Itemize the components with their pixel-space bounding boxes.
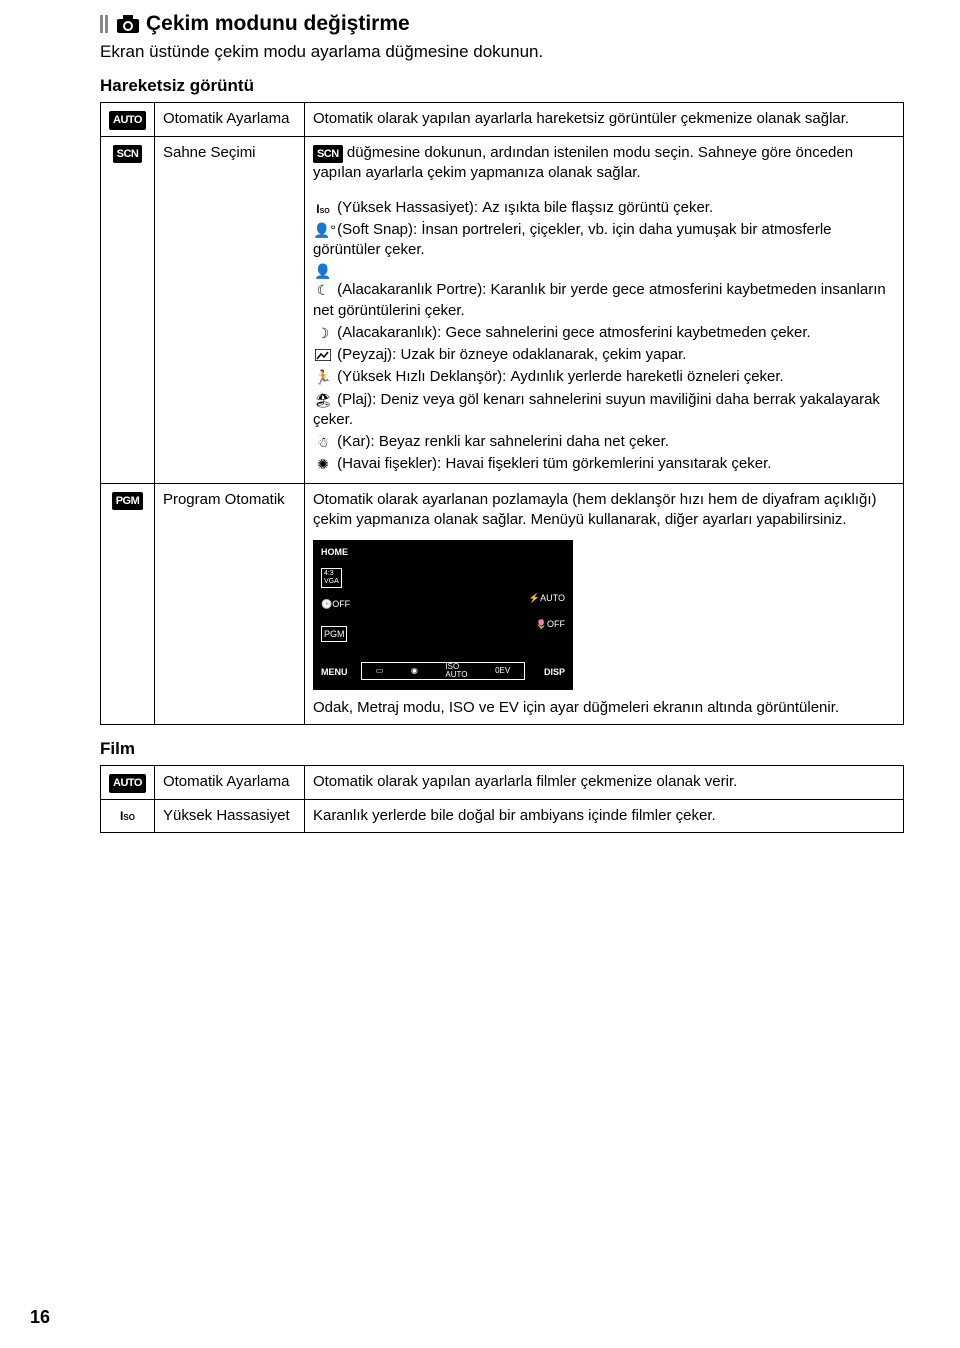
fireworks-icon: ✺ <box>313 455 333 474</box>
still-section-label: Hareketsiz görüntü <box>100 76 904 96</box>
section-title-text: Çekim modunu değiştirme <box>146 12 410 36</box>
table-row: SCN Sahne Seçimi SCN düğmesine dokunun, … <box>101 136 904 483</box>
mode-desc-cell: Otomatik olarak yapılan ayarlarla filmle… <box>304 766 903 800</box>
auto-badge-icon: AUTO <box>109 774 146 793</box>
scene-name: (Soft Snap): <box>333 221 421 238</box>
mode-desc-cell: SCN düğmesine dokunun, ardından istenile… <box>304 136 903 483</box>
mode-name-cell: Otomatik Ayarlama <box>154 766 304 800</box>
mode-desc-cell: Otomatik olarak ayarlanan pozlamayla (he… <box>304 483 903 725</box>
scene-item: 👤☾ (Alacakaranlık Portre): Karanlık bir … <box>313 262 895 320</box>
mode-name-cell: Otomatik Ayarlama <box>154 102 304 136</box>
scene-text: Aydınlık yerlerde hareketli özneleri çek… <box>511 368 784 385</box>
scene-text: Az ışıkta bile flaşsız görüntü çeker. <box>482 199 713 216</box>
runner-icon: 🏃 <box>313 368 333 387</box>
scene-item: ISO (Yüksek Hassasiyet): Az ışıkta bile … <box>313 198 895 218</box>
table-row: AUTO Otomatik Ayarlama Otomatik olarak y… <box>101 766 904 800</box>
mode-icon-cell: ISO <box>101 800 155 833</box>
mode-icon-cell: AUTO <box>101 766 155 800</box>
scene-text: Havai fişekleri tüm görkemlerini yansıta… <box>446 455 772 472</box>
lcd-ev-label: 0EV <box>495 666 510 677</box>
softsnap-icon: 👤° <box>313 221 333 240</box>
scene-text: Uzak bir özneye odaklanarak, çekim yapar… <box>400 346 686 363</box>
twilight-portrait-icon: 👤☾ <box>313 262 333 300</box>
scn-intro: SCN düğmesine dokunun, ardından istenile… <box>313 143 895 184</box>
pgm-caption: Odak, Metraj modu, ISO ve EV için ayar d… <box>313 698 895 718</box>
table-row: ISO Yüksek Hassasiyet Karanlık yerlerde … <box>101 800 904 833</box>
mode-name-cell: Yüksek Hassasiyet <box>154 800 304 833</box>
scene-name: (Alacakaranlık Portre): <box>333 281 491 298</box>
table-row: AUTO Otomatik Ayarlama Otomatik olarak y… <box>101 102 904 136</box>
scene-item: 🏃 (Yüksek Hızlı Deklanşör): Aydınlık yer… <box>313 367 895 387</box>
lcd-flash-auto-icon: ⚡AUTO <box>529 592 565 604</box>
scene-item: ☃ (Kar): Beyaz renkli kar sahnelerini da… <box>313 432 895 452</box>
scene-name: (Yüksek Hızlı Deklanşör): <box>333 368 511 385</box>
lcd-macro-off-icon: 🌷OFF <box>536 618 565 630</box>
scene-name: (Plaj): <box>333 391 381 408</box>
scn-badge-icon: SCN <box>113 145 143 164</box>
mode-desc-cell: Otomatik olarak yapılan ayarlarla hareke… <box>304 102 903 136</box>
pgm-badge-icon: PGM <box>112 492 144 511</box>
title-bars-icon <box>100 15 108 33</box>
pgm-desc: Otomatik olarak ayarlanan pozlamayla (he… <box>313 490 895 531</box>
landscape-icon <box>313 346 333 365</box>
moon-icon: ☽ <box>313 324 333 343</box>
lcd-bottom-bar: ▭ ◉ ISO AUTO 0EV <box>361 662 525 680</box>
scene-name: (Yüksek Hassasiyet): <box>333 199 482 216</box>
scene-name: (Alacakaranlık): <box>333 324 446 341</box>
scn-intro-text: düğmesine dokunun, ardından istenilen mo… <box>313 144 853 182</box>
lcd-meter-icon: ◉ <box>411 666 418 677</box>
page-number: 16 <box>30 1307 50 1328</box>
mode-desc-cell: Karanlık yerlerde bile doğal bir ambiyan… <box>304 800 903 833</box>
film-modes-table: AUTO Otomatik Ayarlama Otomatik olarak y… <box>100 765 904 833</box>
lcd-preview: HOME 4:3 VGA 🕒OFF PGM ⚡AUTO 🌷OFF MENU DI… <box>313 540 573 690</box>
mode-icon-cell: SCN <box>101 136 155 483</box>
table-row: PGM Program Otomatik Otomatik olarak aya… <box>101 483 904 725</box>
lcd-focus-icon: ▭ <box>376 666 384 677</box>
mode-icon-cell: PGM <box>101 483 155 725</box>
scene-name: (Peyzaj): <box>333 346 401 363</box>
mode-name-cell: Program Otomatik <box>154 483 304 725</box>
lcd-menu-label: MENU <box>321 666 348 678</box>
lcd-iso-label: ISO AUTO <box>445 663 467 679</box>
mode-name-cell: Sahne Seçimi <box>154 136 304 483</box>
film-section-label: Film <box>100 739 904 759</box>
scene-text: Deniz veya göl kenarı sahnelerini suyun … <box>313 391 880 428</box>
still-modes-table: AUTO Otomatik Ayarlama Otomatik olarak y… <box>100 102 904 726</box>
scene-item: 🏖 (Plaj): Deniz veya göl kenarı sahneler… <box>313 390 895 431</box>
camera-icon <box>116 14 140 34</box>
beach-icon: 🏖 <box>313 391 333 410</box>
iso-icon: ISO <box>120 809 135 823</box>
scene-text: Gece sahnelerini gece atmosferini kaybet… <box>446 324 811 341</box>
lcd-disp-label: DISP <box>544 666 565 678</box>
iso-icon: ISO <box>313 201 333 217</box>
scn-badge-inline-icon: SCN <box>313 145 343 164</box>
section-title: Çekim modunu değiştirme <box>100 12 904 36</box>
lcd-pgm-badge: PGM <box>321 626 348 642</box>
scene-item: ✺ (Havai fişekler): Havai fişekleri tüm … <box>313 454 895 474</box>
scene-item: 👤° (Soft Snap): İnsan portreleri, çiçekl… <box>313 220 895 261</box>
section-subtitle: Ekran üstünde çekim modu ayarlama düğmes… <box>100 40 904 64</box>
auto-badge-icon: AUTO <box>109 111 146 130</box>
scene-name: (Kar): <box>333 433 379 450</box>
snow-icon: ☃ <box>313 433 333 452</box>
scene-item: (Peyzaj): Uzak bir özneye odaklanarak, ç… <box>313 345 895 365</box>
scene-text: Beyaz renkli kar sahnelerini daha net çe… <box>379 433 669 450</box>
scene-name: (Havai fişekler): <box>333 455 446 472</box>
lcd-timer-off-icon: 🕒OFF <box>321 598 350 610</box>
lcd-size-badge: 4:3 VGA <box>321 568 342 588</box>
lcd-home-label: HOME <box>321 546 348 558</box>
mode-icon-cell: AUTO <box>101 102 155 136</box>
scene-item: ☽ (Alacakaranlık): Gece sahnelerini gece… <box>313 323 895 343</box>
